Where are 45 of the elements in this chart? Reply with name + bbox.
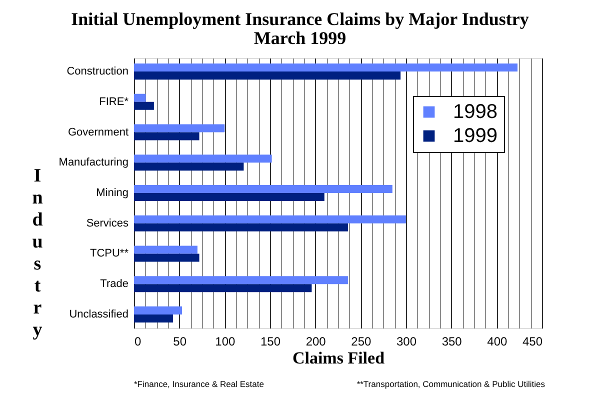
- x-tick-label: 100: [215, 334, 236, 348]
- bar: [134, 284, 312, 292]
- y-tick-label: Services: [86, 217, 129, 230]
- y-tick-label: TCPU**: [90, 248, 130, 260]
- bar: [134, 124, 225, 132]
- bar: [134, 102, 154, 110]
- x-tick-label: 200: [306, 334, 326, 348]
- bar: [134, 306, 182, 314]
- bar: [134, 223, 348, 232]
- y-tick-label: Mining: [96, 187, 128, 199]
- y-tick-label: Construction: [66, 66, 128, 78]
- bar: [134, 193, 324, 202]
- y-axis-title: Industry: [32, 166, 44, 340]
- legend-label: 1998: [453, 101, 498, 123]
- x-tick-label: 0: [134, 334, 142, 348]
- bar: [134, 246, 198, 254]
- chart-subtitle: March 1999: [254, 28, 346, 48]
- bar: [134, 94, 146, 102]
- bar: [134, 63, 518, 72]
- legend-label: 1999: [453, 125, 498, 147]
- chart-title: Initial Unemployment Insurance Claims by Major Industry: [71, 9, 529, 29]
- x-tick-label: 300: [396, 334, 417, 348]
- x-tick-label: 450: [522, 334, 543, 348]
- text: **Transportation, Communication & Public Utilities: [356, 379, 545, 389]
- bar: [134, 72, 401, 80]
- bar: [134, 254, 200, 262]
- x-tick-label: 150: [260, 334, 281, 348]
- bar: [134, 162, 244, 171]
- bar: [134, 132, 200, 140]
- y-tick-label: Unclassified: [69, 308, 128, 320]
- x-tick-label: 50: [173, 334, 187, 348]
- y-tick-label: Manufacturing: [58, 156, 128, 169]
- bar: [134, 215, 406, 224]
- y-tick-label: Government: [68, 126, 128, 138]
- x-axis-title: Claims Filed: [292, 348, 386, 368]
- x-tick-label: 400: [487, 334, 508, 348]
- bar: [134, 154, 272, 163]
- y-tick-label: Trade: [100, 278, 128, 290]
- bar: [134, 276, 348, 284]
- x-tick-label: 350: [442, 334, 462, 348]
- y-tick-label: FIRE*: [99, 96, 130, 108]
- bar: [134, 314, 173, 323]
- text: *Finance, Insurance & Real Estate: [134, 379, 264, 389]
- x-tick-label: 250: [351, 334, 372, 348]
- bar: [134, 184, 392, 193]
